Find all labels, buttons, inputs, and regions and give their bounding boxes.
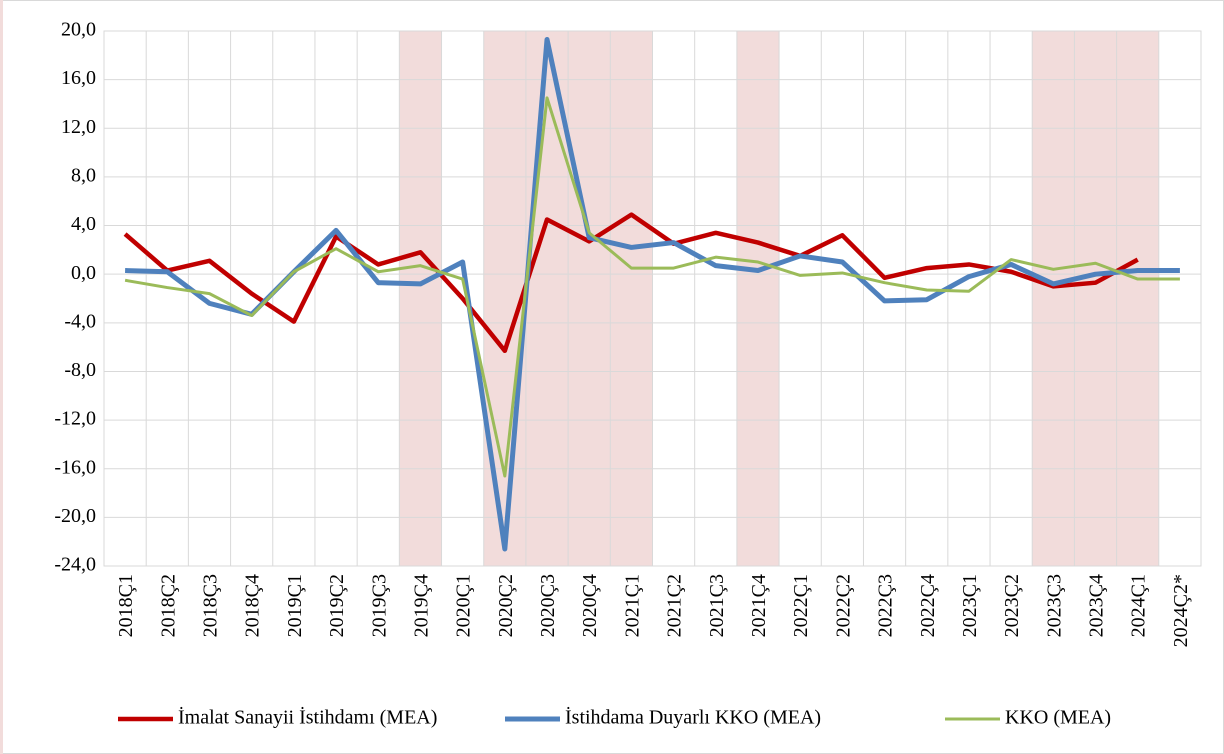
- x-tick-label: 2019Ç1: [284, 574, 306, 637]
- series-line: [123, 212, 1139, 354]
- x-tick-label: 2018Ç2: [157, 574, 179, 637]
- y-tick-label: -12,0: [54, 408, 96, 430]
- x-tick-label: 2019Ç2: [326, 574, 348, 637]
- x-tick-label: 2022Ç1: [790, 574, 812, 637]
- x-tick-label: 2024Ç2*: [1170, 574, 1192, 647]
- y-tick-label: -16,0: [54, 456, 96, 478]
- x-tick-label: 2020Ç3: [537, 574, 559, 637]
- x-tick-label: 2024Ç1: [1128, 574, 1150, 637]
- shaded-band: [1074, 31, 1117, 566]
- x-tick-label: 2021Ç1: [621, 574, 643, 637]
- x-tick-label: 2023Ç1: [959, 574, 981, 637]
- y-tick-label: 12,0: [61, 116, 96, 138]
- x-tick-label: 2019Ç4: [410, 574, 432, 637]
- y-tick-label: 16,0: [61, 67, 96, 89]
- x-tick-label: 2021Ç3: [706, 574, 728, 637]
- x-tick-label: 2020Ç4: [579, 574, 601, 637]
- shaded-band: [1032, 31, 1075, 566]
- shaded-band: [610, 31, 653, 566]
- legend-label: KKO (MEA): [1005, 707, 1111, 729]
- series-line: [124, 96, 1180, 478]
- y-tick-label: -4,0: [64, 310, 96, 332]
- shaded-band: [525, 31, 569, 566]
- x-tick-label: 2021Ç2: [664, 574, 686, 637]
- y-tick-label: -20,0: [54, 505, 96, 527]
- x-tick-label: 2022Ç4: [917, 574, 939, 637]
- y-tick-label: -8,0: [64, 359, 96, 381]
- frame-accent: [0, 0, 3, 754]
- legend-label: İstihdama Duyarlı KKO (MEA): [565, 706, 821, 729]
- x-tick-label: 2019Ç3: [368, 574, 390, 637]
- y-tick-label: 0,0: [71, 262, 96, 284]
- y-tick-label: -24,0: [54, 554, 96, 576]
- shaded-band: [1116, 31, 1159, 566]
- legend-label: İmalat Sanayii İstihdamı (MEA): [178, 706, 437, 729]
- y-tick-label: 4,0: [71, 213, 96, 235]
- x-tick-label: 2022Ç2: [832, 574, 854, 637]
- y-tick-label: 8,0: [71, 165, 96, 187]
- shaded-band: [736, 31, 780, 566]
- x-tick-label: 2018Ç3: [199, 574, 221, 637]
- x-tick-label: 2023Ç2: [1001, 574, 1023, 637]
- y-tick-label: 20,0: [61, 19, 96, 41]
- x-tick-label: 2021Ç4: [748, 574, 770, 637]
- x-tick-label: 2022Ç3: [875, 574, 897, 637]
- x-tick-label: 2020Ç2: [495, 574, 517, 637]
- x-tick-label: 2020Ç1: [453, 574, 475, 637]
- x-tick-label: 2018Ç4: [242, 574, 264, 637]
- x-tick-label: 2023Ç3: [1043, 574, 1065, 637]
- plot-border: [103, 30, 1202, 567]
- shaded-band: [399, 31, 442, 566]
- x-tick-label: 2018Ç1: [115, 574, 137, 637]
- x-tick-label: 2023Ç4: [1086, 574, 1108, 637]
- shaded-band: [568, 31, 611, 566]
